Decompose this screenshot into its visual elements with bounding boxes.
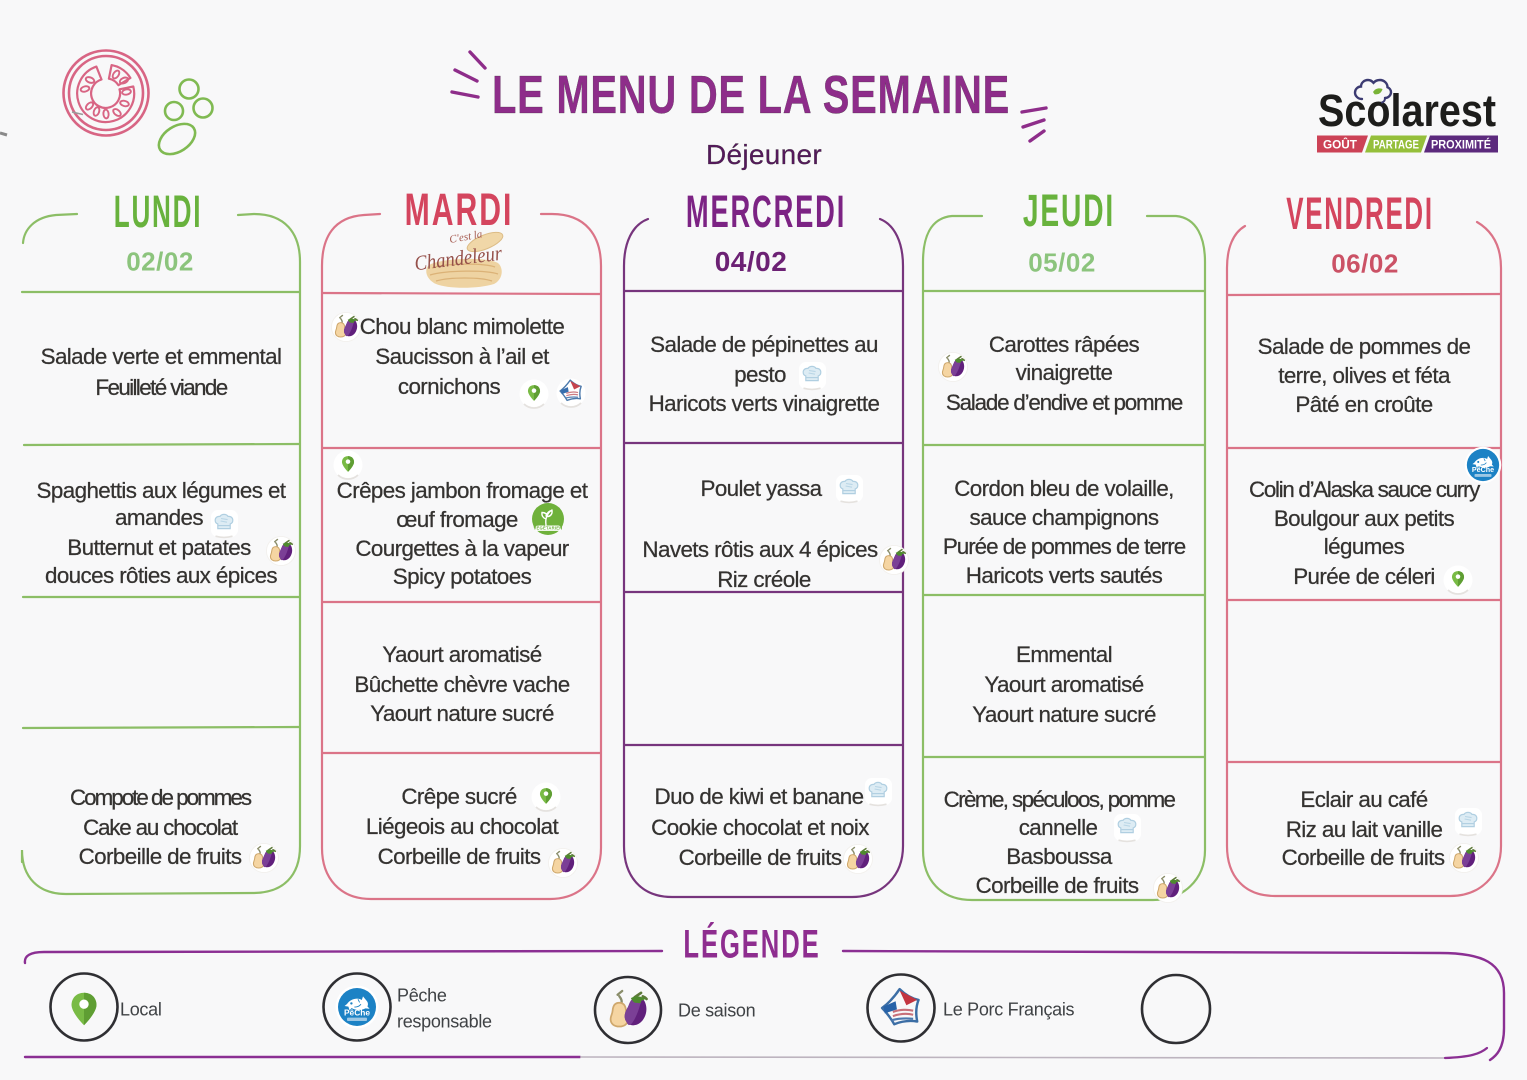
svg-text:C'est la: C'est la: [448, 228, 483, 246]
svg-text:GOÛT: GOÛT: [1323, 136, 1358, 151]
svg-text:PROXIMITÉ: PROXIMITÉ: [1431, 136, 1491, 151]
svg-text:Scolarest: Scolarest: [1318, 85, 1496, 136]
svg-text:PARTAGE: PARTAGE: [1373, 137, 1419, 151]
